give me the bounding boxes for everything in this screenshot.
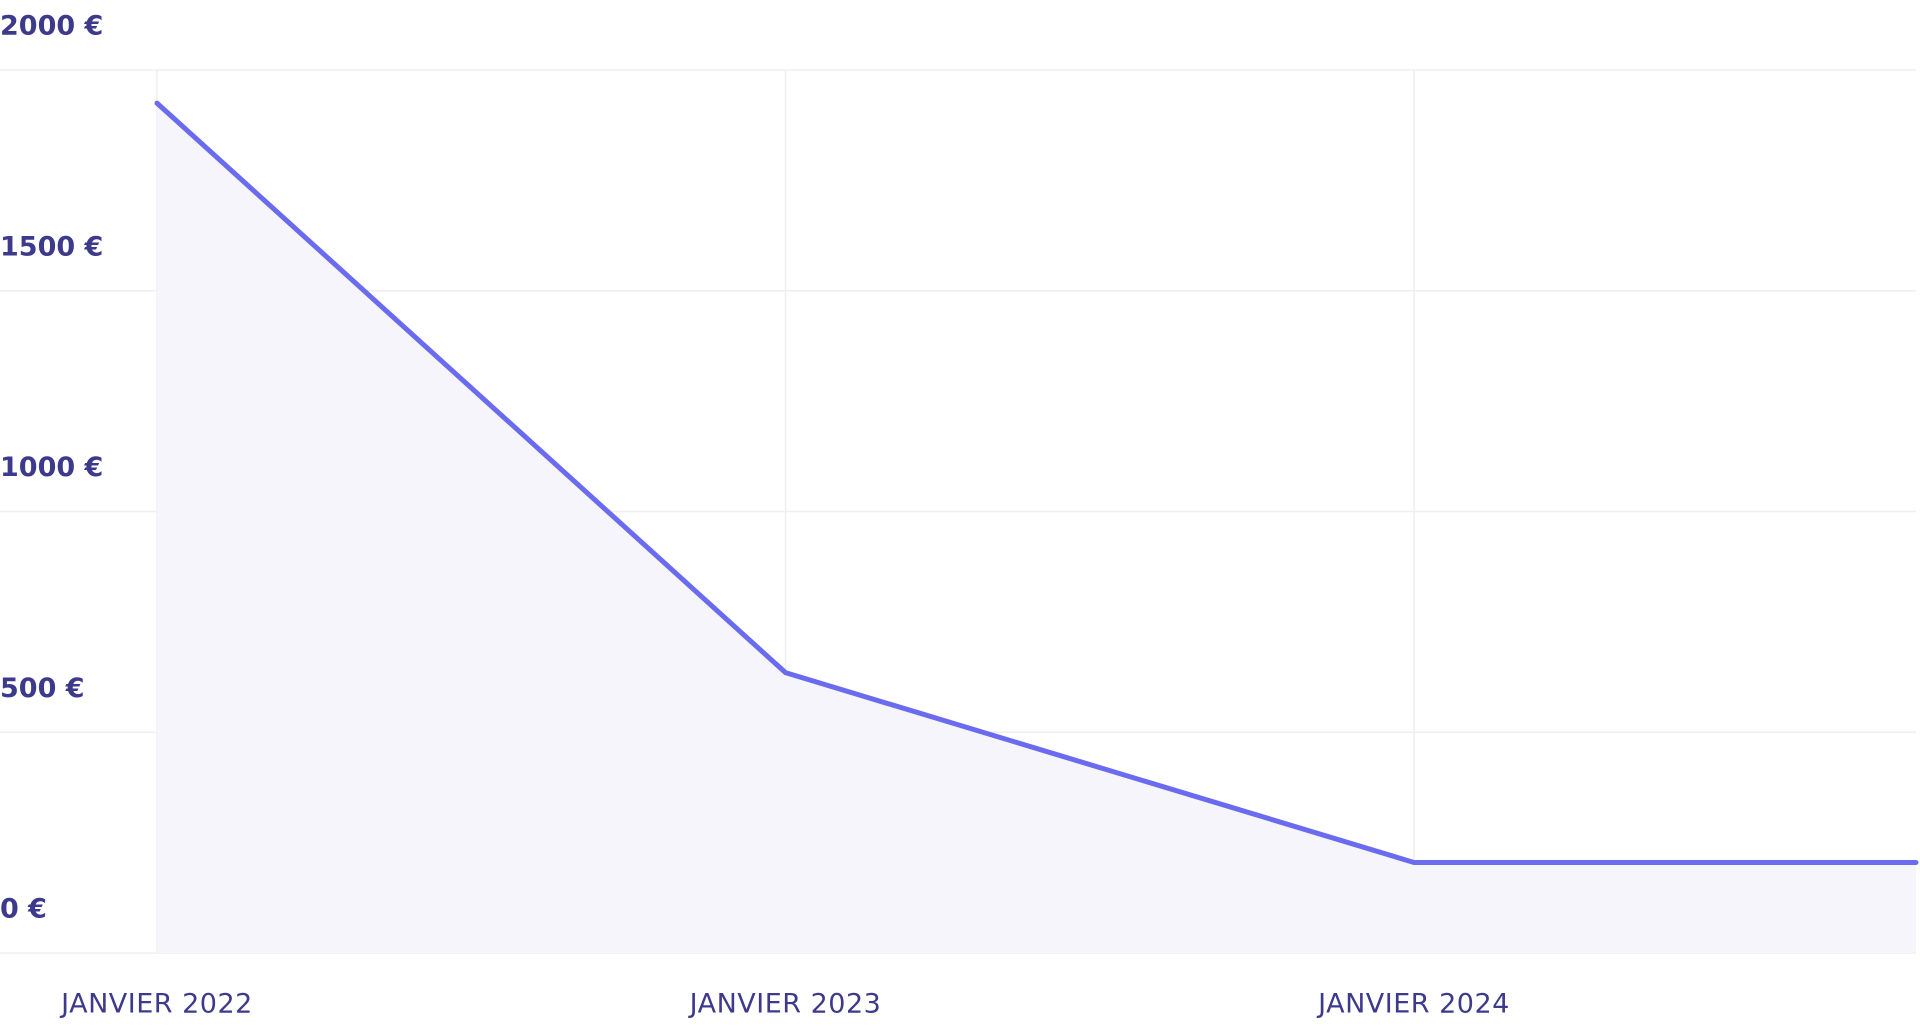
x-tick-label: JANVIER 2022 (59, 989, 253, 1020)
y-tick-label: 500 € (0, 673, 85, 704)
x-tick-label: JANVIER 2024 (1316, 989, 1510, 1020)
area-fill (157, 103, 1916, 954)
y-tick-label: 0 € (0, 894, 47, 925)
line (154, 100, 1919, 865)
x-tick-label: JANVIER 2023 (688, 989, 882, 1020)
y-tick-label: 2000 € (0, 11, 103, 42)
y-tick-label: 1500 € (0, 231, 103, 262)
y-tick-label: 1000 € (0, 452, 103, 483)
